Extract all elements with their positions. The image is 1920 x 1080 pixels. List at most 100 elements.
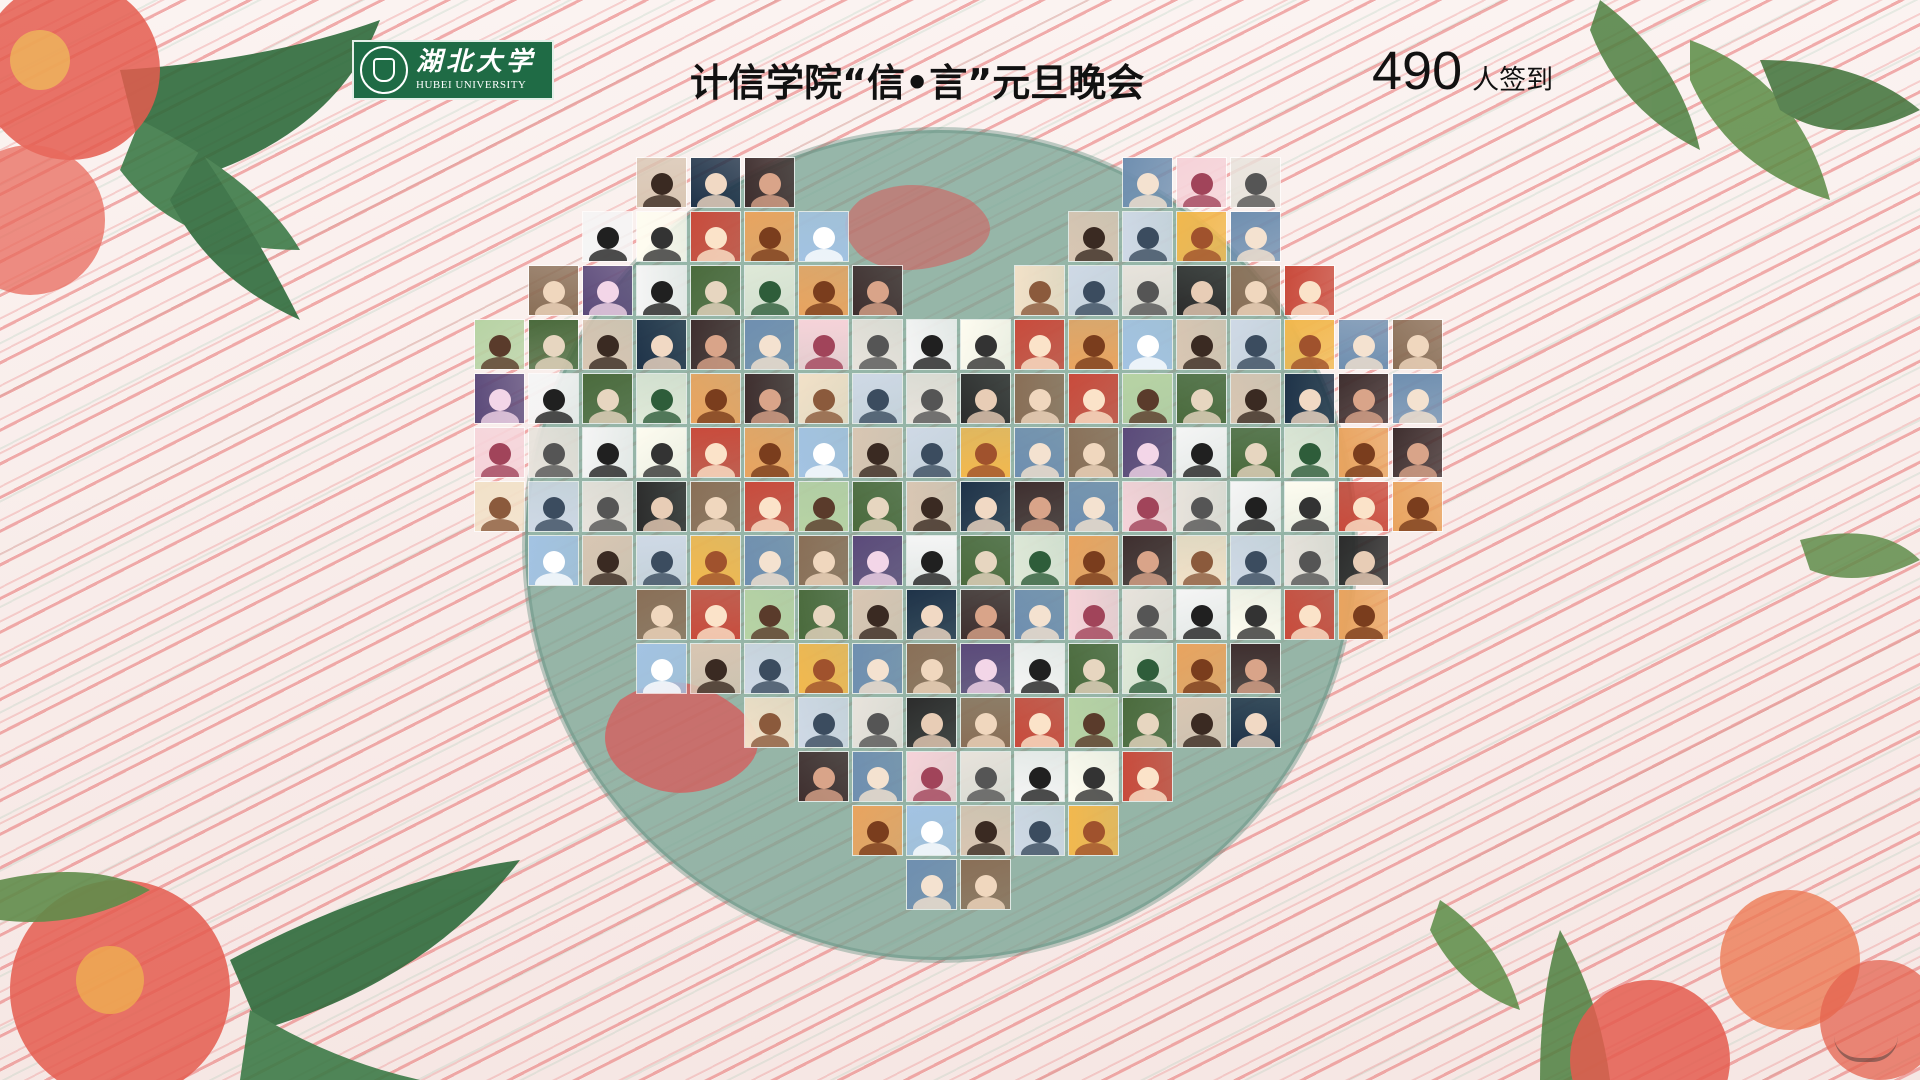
avatar-tile bbox=[474, 481, 525, 532]
avatar-tile bbox=[1176, 589, 1227, 640]
avatar-tile bbox=[1122, 211, 1173, 262]
avatar-tile bbox=[1284, 481, 1335, 532]
avatar-tile bbox=[1338, 481, 1389, 532]
avatar-tile bbox=[906, 319, 957, 370]
avatar-tile bbox=[744, 535, 795, 586]
avatar-tile bbox=[1230, 697, 1281, 748]
avatar-tile bbox=[582, 319, 633, 370]
avatar-tile bbox=[1068, 805, 1119, 856]
avatar-tile bbox=[1122, 265, 1173, 316]
avatar-tile bbox=[1014, 265, 1065, 316]
avatar-tile bbox=[1068, 373, 1119, 424]
avatar-tile bbox=[798, 589, 849, 640]
avatar-tile bbox=[744, 319, 795, 370]
avatar-tile bbox=[1176, 697, 1227, 748]
avatar-tile bbox=[1338, 427, 1389, 478]
avatar-tile bbox=[1230, 427, 1281, 478]
avatar-tile bbox=[1392, 319, 1443, 370]
avatar-tile bbox=[582, 481, 633, 532]
avatar-tile bbox=[1176, 427, 1227, 478]
avatar-tile bbox=[1122, 427, 1173, 478]
avatar-tile bbox=[1392, 373, 1443, 424]
avatar-tile bbox=[960, 535, 1011, 586]
avatar-tile bbox=[1284, 535, 1335, 586]
avatar-tile bbox=[528, 535, 579, 586]
avatar-tile bbox=[1014, 319, 1065, 370]
avatar-tile bbox=[1122, 319, 1173, 370]
avatar-tile bbox=[636, 427, 687, 478]
avatar-tile bbox=[1014, 373, 1065, 424]
avatar-tile bbox=[1230, 643, 1281, 694]
avatar-tile bbox=[960, 373, 1011, 424]
red-ink-splash-top bbox=[845, 185, 990, 270]
avatar-tile bbox=[798, 481, 849, 532]
avatar-tile bbox=[1014, 643, 1065, 694]
avatar-tile bbox=[852, 373, 903, 424]
avatar-tile bbox=[1284, 427, 1335, 478]
avatar-tile bbox=[906, 427, 957, 478]
avatar-tile bbox=[1068, 535, 1119, 586]
university-name-cn: 湖北大学 bbox=[416, 47, 537, 77]
avatar-tile bbox=[906, 751, 957, 802]
avatar-tile bbox=[744, 211, 795, 262]
avatar-tile bbox=[1284, 589, 1335, 640]
avatar-tile bbox=[798, 373, 849, 424]
avatar-tile bbox=[960, 751, 1011, 802]
avatar-tile bbox=[528, 481, 579, 532]
checkin-count: 490 bbox=[1372, 41, 1463, 101]
avatar-tile bbox=[636, 589, 687, 640]
avatar-tile bbox=[906, 697, 957, 748]
avatar-tile bbox=[1068, 211, 1119, 262]
avatar-tile bbox=[1014, 535, 1065, 586]
avatar-tile bbox=[690, 427, 741, 478]
avatar-tile bbox=[1122, 697, 1173, 748]
avatar-tile bbox=[636, 319, 687, 370]
avatar-tile bbox=[1392, 481, 1443, 532]
avatar-tile bbox=[690, 643, 741, 694]
avatar-tile bbox=[906, 373, 957, 424]
avatar-tile bbox=[1068, 643, 1119, 694]
avatar-tile bbox=[1014, 805, 1065, 856]
avatar-tile bbox=[528, 373, 579, 424]
avatar-tile bbox=[960, 805, 1011, 856]
flower-decoration-top-left bbox=[0, 0, 160, 295]
avatar-tile bbox=[906, 535, 957, 586]
avatar-tile bbox=[1230, 373, 1281, 424]
avatar-tile bbox=[798, 211, 849, 262]
avatar-tile bbox=[744, 643, 795, 694]
avatar-tile bbox=[1014, 589, 1065, 640]
avatar-tile bbox=[1122, 643, 1173, 694]
avatar-tile bbox=[690, 589, 741, 640]
avatar-tile bbox=[1338, 589, 1389, 640]
avatar-tile bbox=[690, 535, 741, 586]
avatar-tile bbox=[582, 211, 633, 262]
corner-mark-icon bbox=[1834, 1036, 1898, 1062]
avatar-tile bbox=[1068, 319, 1119, 370]
avatar-tile bbox=[1392, 427, 1443, 478]
avatar-tile bbox=[1176, 157, 1227, 208]
avatar-tile bbox=[906, 643, 957, 694]
avatar-tile bbox=[1284, 319, 1335, 370]
avatar-tile bbox=[906, 805, 957, 856]
avatar-tile bbox=[690, 373, 741, 424]
red-ink-splash bbox=[605, 682, 758, 793]
avatar-tile bbox=[636, 373, 687, 424]
avatar-tile bbox=[1176, 535, 1227, 586]
avatar-tile bbox=[960, 697, 1011, 748]
avatar-tile bbox=[1176, 373, 1227, 424]
avatar-tile bbox=[1068, 697, 1119, 748]
avatar-tile bbox=[960, 481, 1011, 532]
flower-decoration-bottom-left bbox=[10, 880, 230, 1080]
university-seal-icon bbox=[360, 46, 408, 94]
avatar-tile bbox=[798, 697, 849, 748]
avatar-tile bbox=[582, 373, 633, 424]
avatar-tile bbox=[690, 157, 741, 208]
avatar-tile bbox=[636, 211, 687, 262]
avatar-tile bbox=[1176, 265, 1227, 316]
avatar-tile bbox=[474, 373, 525, 424]
avatar-tile bbox=[852, 265, 903, 316]
avatar-tile bbox=[636, 157, 687, 208]
avatar-tile bbox=[1122, 481, 1173, 532]
university-logo: 湖北大学 HUBEI UNIVERSITY bbox=[352, 40, 554, 100]
avatar-tile bbox=[1176, 481, 1227, 532]
